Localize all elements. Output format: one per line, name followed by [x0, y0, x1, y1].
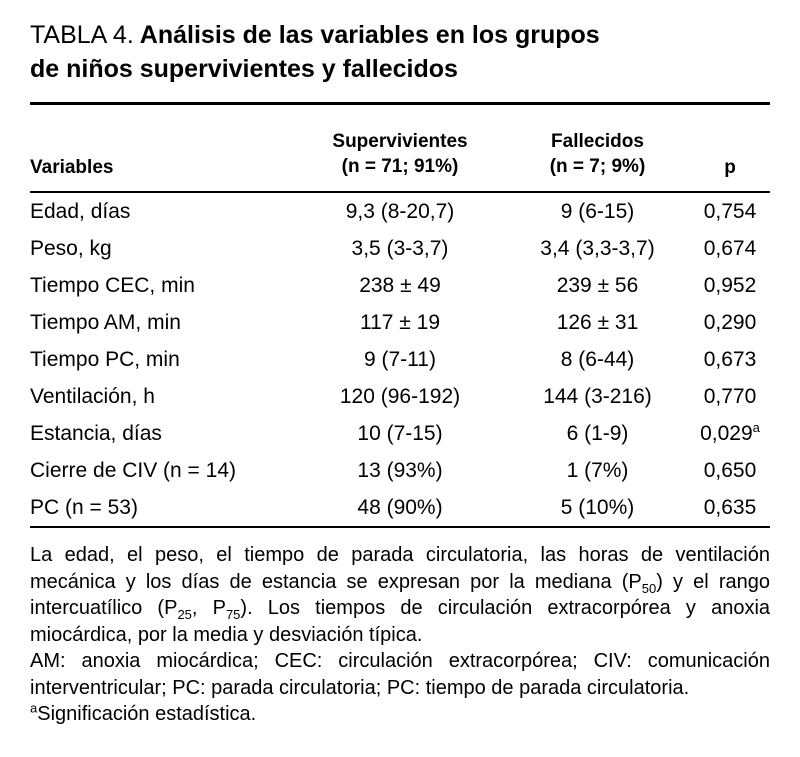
subscript-p25: 25	[177, 607, 192, 622]
footnote-abbreviations: AM: anoxia miocárdica; CEC: circulación …	[30, 650, 770, 699]
table-title: TABLA 4. Análisis de las variables en lo…	[30, 18, 770, 86]
cell-supervivientes: 120 (96-192)	[339, 385, 461, 408]
cell-p-value: 0,029a	[690, 415, 770, 452]
cell-fallecidos: 8 (6-44)	[560, 348, 635, 371]
p-value-superscript: a	[752, 420, 760, 435]
cell-fallecidos: 144 (3-216)	[543, 385, 652, 408]
cell-fallecidos: 9 (6-15)	[560, 200, 635, 223]
header-variables: Variables	[30, 105, 295, 193]
cell-fallecidos: 1 (7%)	[566, 459, 629, 482]
p-value: 0,674	[703, 237, 757, 260]
table-row: Tiempo PC, min 9 (7-11) 8 (6-44) 0,673	[30, 341, 770, 378]
p-value: 0,290	[703, 311, 757, 334]
footnote-text: , P	[191, 597, 226, 619]
cell-p-value: 0,754	[690, 192, 770, 230]
header-supervivientes-line2: (n = 71; 91%)	[341, 156, 459, 177]
header-p-value: p	[690, 105, 770, 193]
subscript-p50: 50	[641, 580, 657, 596]
cell-variable: Ventilación, h	[30, 385, 155, 408]
cell-variable: Tiempo AM, min	[30, 311, 181, 334]
table-body: Edad, días 9,3 (8-20,7) 9 (6-15) 0,754 P…	[30, 192, 770, 528]
cell-fallecidos: 5 (10%)	[505, 489, 690, 528]
cell-variable: Tiempo PC, min	[30, 348, 180, 371]
cell-supervivientes: 3,5 (3-3,7)	[351, 237, 449, 260]
table-row: Estancia, días 10 (7-15) 6 (1-9) 0,029a	[30, 415, 770, 452]
p-value: 0,673	[703, 348, 757, 371]
header-row: Variables Supervivientes (n = 71; 91%) F…	[30, 105, 770, 193]
cell-p-value: 0,770	[690, 378, 770, 415]
header-supervivientes: Supervivientes (n = 71; 91%)	[295, 105, 505, 193]
cell-supervivientes: 9 (7-11)	[364, 348, 436, 371]
table-row: PC (n = 53) 48 (90%) 5 (10%) 0,635	[30, 489, 770, 528]
table-footnotes: La edad, el peso, el tiempo de parada ci…	[30, 542, 770, 728]
cell-fallecidos: 239 ± 56	[556, 274, 639, 297]
header-fallecidos-line2: (n = 7; 9%)	[549, 156, 646, 177]
footnote-significance: aSignificación estadística.	[30, 701, 770, 728]
results-table: Variables Supervivientes (n = 71; 91%) F…	[30, 105, 770, 528]
p-value: 0,650	[703, 459, 757, 482]
cell-supervivientes: 10 (7-15)	[357, 422, 443, 445]
cell-variable: Cierre de CIV (n = 14)	[30, 459, 237, 482]
cell-variable: Tiempo CEC, min	[30, 274, 195, 297]
p-value: 0,635	[703, 496, 757, 519]
cell-supervivientes: 238 ± 49	[359, 274, 441, 297]
cell-supervivientes: 13 (93%)	[357, 459, 443, 482]
table-title-line1: TABLA 4. Análisis de las variables en lo…	[30, 18, 770, 52]
cell-variable: Estancia, días	[30, 422, 162, 445]
footnote-text: La edad, el peso, el tiempo de parada ci…	[30, 544, 770, 593]
cell-fallecidos: 126 ± 31	[556, 311, 639, 334]
cell-p-value: 0,952	[690, 267, 770, 304]
table-row: Ventilación, h 120 (96-192) 144 (3-216) …	[30, 378, 770, 415]
footnote-text: Significación estadística.	[37, 703, 257, 725]
cell-variable: Edad, días	[30, 200, 131, 223]
divider-top-rule	[30, 102, 770, 105]
cell-variable: PC (n = 53)	[30, 489, 295, 528]
table-row: Edad, días 9,3 (8-20,7) 9 (6-15) 0,754	[30, 192, 770, 230]
table-row: Tiempo CEC, min 238 ± 49 239 ± 56 0,952	[30, 267, 770, 304]
subscript-p75: 75	[225, 607, 241, 622]
p-value: 0,952	[703, 274, 757, 297]
cell-supervivientes: 9,3 (8-20,7)	[345, 200, 455, 223]
table-row: Cierre de CIV (n = 14) 13 (93%) 1 (7%) 0…	[30, 452, 770, 489]
footnote-superscript-a: a	[30, 700, 38, 716]
p-value: 0,029	[700, 422, 753, 445]
header-fallecidos-line1: Fallecidos	[551, 131, 644, 152]
table-figure: TABLA 4. Análisis de las variables en lo…	[30, 18, 770, 728]
cell-variable: Peso, kg	[30, 237, 112, 260]
cell-supervivientes: 117 ± 19	[359, 311, 441, 334]
p-value: 0,754	[703, 200, 757, 223]
footnote-text: ) y el rango intercuatílico (P	[30, 570, 770, 620]
cell-p-value: 0,673	[690, 341, 770, 378]
footnote-text: ). Los tiempos de circulación extracorpó…	[30, 597, 771, 646]
cell-p-value: 0,635	[690, 489, 770, 528]
table-row: Peso, kg 3,5 (3-3,7) 3,4 (3,3-3,7) 0,674	[30, 230, 770, 267]
header-fallecidos: Fallecidos (n = 7; 9%)	[505, 105, 690, 193]
table-title-line2: de niños supervivientes y fallecidos	[30, 55, 458, 83]
cell-p-value: 0,674	[690, 230, 770, 267]
header-supervivientes-line1: Supervivientes	[332, 131, 468, 152]
p-value: 0,770	[703, 385, 757, 408]
table-title-text1: Análisis de las variables en los grupos	[139, 21, 600, 49]
table-number: TABLA 4.	[30, 21, 134, 49]
cell-p-value: 0,650	[690, 452, 770, 489]
table-header: Variables Supervivientes (n = 71; 91%) F…	[30, 105, 770, 193]
cell-fallecidos: 6 (1-9)	[566, 422, 629, 445]
cell-supervivientes: 48 (90%)	[295, 489, 505, 528]
footnote-methods: La edad, el peso, el tiempo de parada ci…	[30, 542, 770, 648]
table-row: Tiempo AM, min 117 ± 19 126 ± 31 0,290	[30, 304, 770, 341]
cell-p-value: 0,290	[690, 304, 770, 341]
cell-fallecidos: 3,4 (3,3-3,7)	[540, 237, 655, 260]
